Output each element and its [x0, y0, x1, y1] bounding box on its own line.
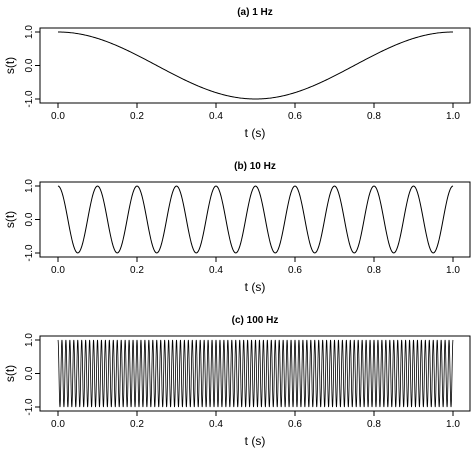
y-axis-label: s(t)	[3, 211, 17, 228]
signal-line	[58, 31, 453, 100]
x-tick-label: 0.8	[367, 419, 381, 430]
panel-title: (b) 10 Hz	[234, 161, 276, 172]
y-tick-label: 0.0	[24, 366, 35, 380]
y-tick-label: 1.0	[24, 333, 35, 347]
x-tick-label: 0.4	[209, 419, 223, 430]
panel-title: (c) 100 Hz	[232, 315, 279, 326]
y-tick-label: -1.0	[24, 90, 35, 108]
y-tick-label: -1.0	[24, 398, 35, 416]
panel-1: (b) 10 Hz 0.0 0.2 0.4 0.6 0.8 1.0 -1.0 0.0 1.0 t (…	[3, 161, 471, 294]
signal-line	[57, 339, 454, 408]
x-tick-label: 0.6	[288, 419, 302, 430]
x-tick-label: 1.0	[446, 111, 460, 122]
x-tick-label: 0.0	[51, 419, 65, 430]
y-tick-label: 0.0	[24, 212, 35, 226]
y-axis-label: s(t)	[3, 57, 17, 74]
x-tick-label: 0.8	[367, 265, 381, 276]
x-axis-label: t (s)	[245, 434, 266, 448]
x-tick-label: 0.0	[51, 265, 65, 276]
x-tick-label: 0.2	[130, 419, 144, 430]
panel-0: (a) 1 Hz 0.0 0.2 0.4 0.6 0.8 1.0 -1.0 0.0 1.0 t (s…	[3, 7, 471, 140]
x-tick-label: 1.0	[446, 265, 460, 276]
plot-frame	[39, 181, 471, 258]
x-tick-label: 0.4	[209, 265, 223, 276]
x-axis-label: t (s)	[245, 126, 266, 140]
y-tick-label: 1.0	[24, 25, 35, 39]
signal-line	[57, 185, 454, 254]
y-tick-label: -1.0	[24, 244, 35, 262]
x-tick-label: 0.2	[130, 265, 144, 276]
panel-title: (a) 1 Hz	[237, 7, 273, 18]
y-tick-label: 1.0	[24, 179, 35, 193]
x-tick-label: 0.6	[288, 111, 302, 122]
y-axis-label: s(t)	[3, 365, 17, 382]
x-tick-label: 0.0	[51, 111, 65, 122]
x-tick-label: 0.6	[288, 265, 302, 276]
y-tick-label: 0.0	[24, 58, 35, 72]
panel-2: (c) 100 Hz 0.0 0.2 0.4 0.6 0.8 1.0 -1.0 0.0 1.0 t …	[3, 315, 471, 448]
plot-frame	[39, 27, 471, 104]
x-tick-label: 0.8	[367, 111, 381, 122]
x-axis-label: t (s)	[245, 280, 266, 294]
x-tick-label: 0.2	[130, 111, 144, 122]
x-tick-label: 1.0	[446, 419, 460, 430]
x-tick-label: 0.4	[209, 111, 223, 122]
